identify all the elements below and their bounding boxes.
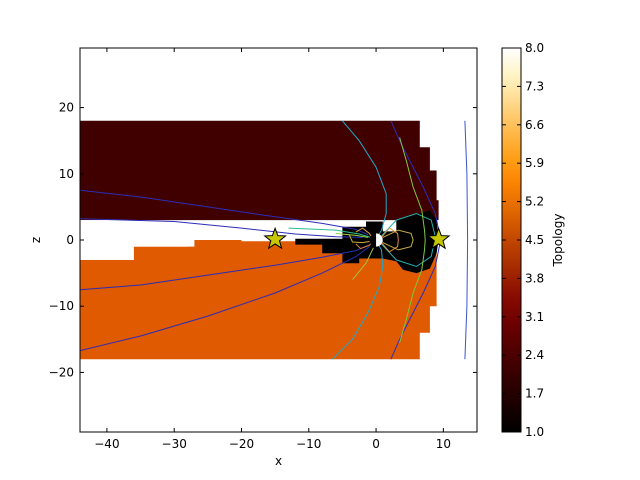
y-axis-ticks: −20 −10 0 10 20	[49, 101, 477, 379]
y-tick-label: 0	[66, 233, 74, 247]
x-tick-label: 0	[372, 437, 380, 451]
colorbar-tick-label: 3.1	[525, 310, 544, 324]
field-line-12	[352, 247, 374, 281]
x-point-star-1	[426, 226, 451, 250]
x-point-star-0	[263, 226, 287, 250]
field-line-8	[288, 227, 371, 238]
field-line-10	[399, 137, 426, 343]
y-tick-label: 20	[59, 101, 74, 115]
field-line-13	[348, 234, 371, 244]
colorbar-tick-label: 1.0	[525, 425, 544, 439]
field-line-2	[80, 244, 369, 291]
field-line-5	[464, 120, 469, 360]
colorbar-tick-label: 7.3	[525, 79, 544, 93]
colorbar-label: Topology	[551, 214, 565, 268]
x-axis-ticks: −40 −30 −20 −10 0 10	[94, 48, 451, 451]
colorbar-tick-label: 4.5	[525, 233, 544, 247]
field-line-14	[382, 229, 414, 251]
field-line-15	[355, 227, 373, 238]
field-line-11	[335, 232, 369, 238]
x-tick-label: −20	[229, 437, 254, 451]
colorbar-tick-label: 1.7	[525, 387, 544, 401]
topology-regions	[80, 120, 439, 360]
y-tick-label: −10	[49, 299, 74, 313]
topology-region-0	[80, 120, 439, 221]
colorbar-tick-label: 6.6	[525, 118, 544, 132]
colorbar: 1.0 1.7 2.4 3.1 3.8 4.5 5.2 5.9 6.6 7.3 8.0 Topolo…	[501, 41, 565, 439]
earth-dayside	[376, 233, 383, 247]
field-line-6	[342, 120, 387, 237]
x-tick-label: 10	[436, 437, 451, 451]
field-line-1	[80, 218, 363, 238]
y-tick-label: −20	[49, 365, 74, 379]
field-line-0	[80, 189, 369, 236]
topology-region-1	[80, 240, 437, 360]
colorbar-tick-label: 5.9	[525, 156, 544, 170]
plot-area: −40 −30 −20 −10 0 10 −20 −10 0 10 20 x z	[29, 47, 478, 468]
colorbar-ticks: 1.0 1.7 2.4 3.1 3.8 4.5 5.2 5.9 6.6 7.3 8.0	[502, 41, 544, 439]
field-line-3	[80, 246, 370, 352]
x-point-markers	[263, 226, 451, 250]
y-tick-label: 10	[59, 167, 74, 181]
field-line-7	[331, 243, 384, 360]
y-axis-label: z	[29, 237, 43, 243]
x-axis-label: x	[275, 454, 282, 468]
field-line-17	[380, 227, 399, 253]
colorbar-tick-label: 2.4	[525, 348, 544, 362]
x-tick-label: −10	[296, 437, 321, 451]
colorbar-tick-label: 8.0	[525, 41, 544, 55]
x-tick-label: −40	[94, 437, 119, 451]
empty-region-0	[80, 220, 138, 224]
x-tick-label: −30	[162, 437, 187, 451]
empty-region-2	[133, 238, 188, 247]
colorbar-tick-label: 5.2	[525, 195, 544, 209]
empty-region-1	[80, 223, 134, 260]
colorbar-tick-label: 3.8	[525, 271, 544, 285]
